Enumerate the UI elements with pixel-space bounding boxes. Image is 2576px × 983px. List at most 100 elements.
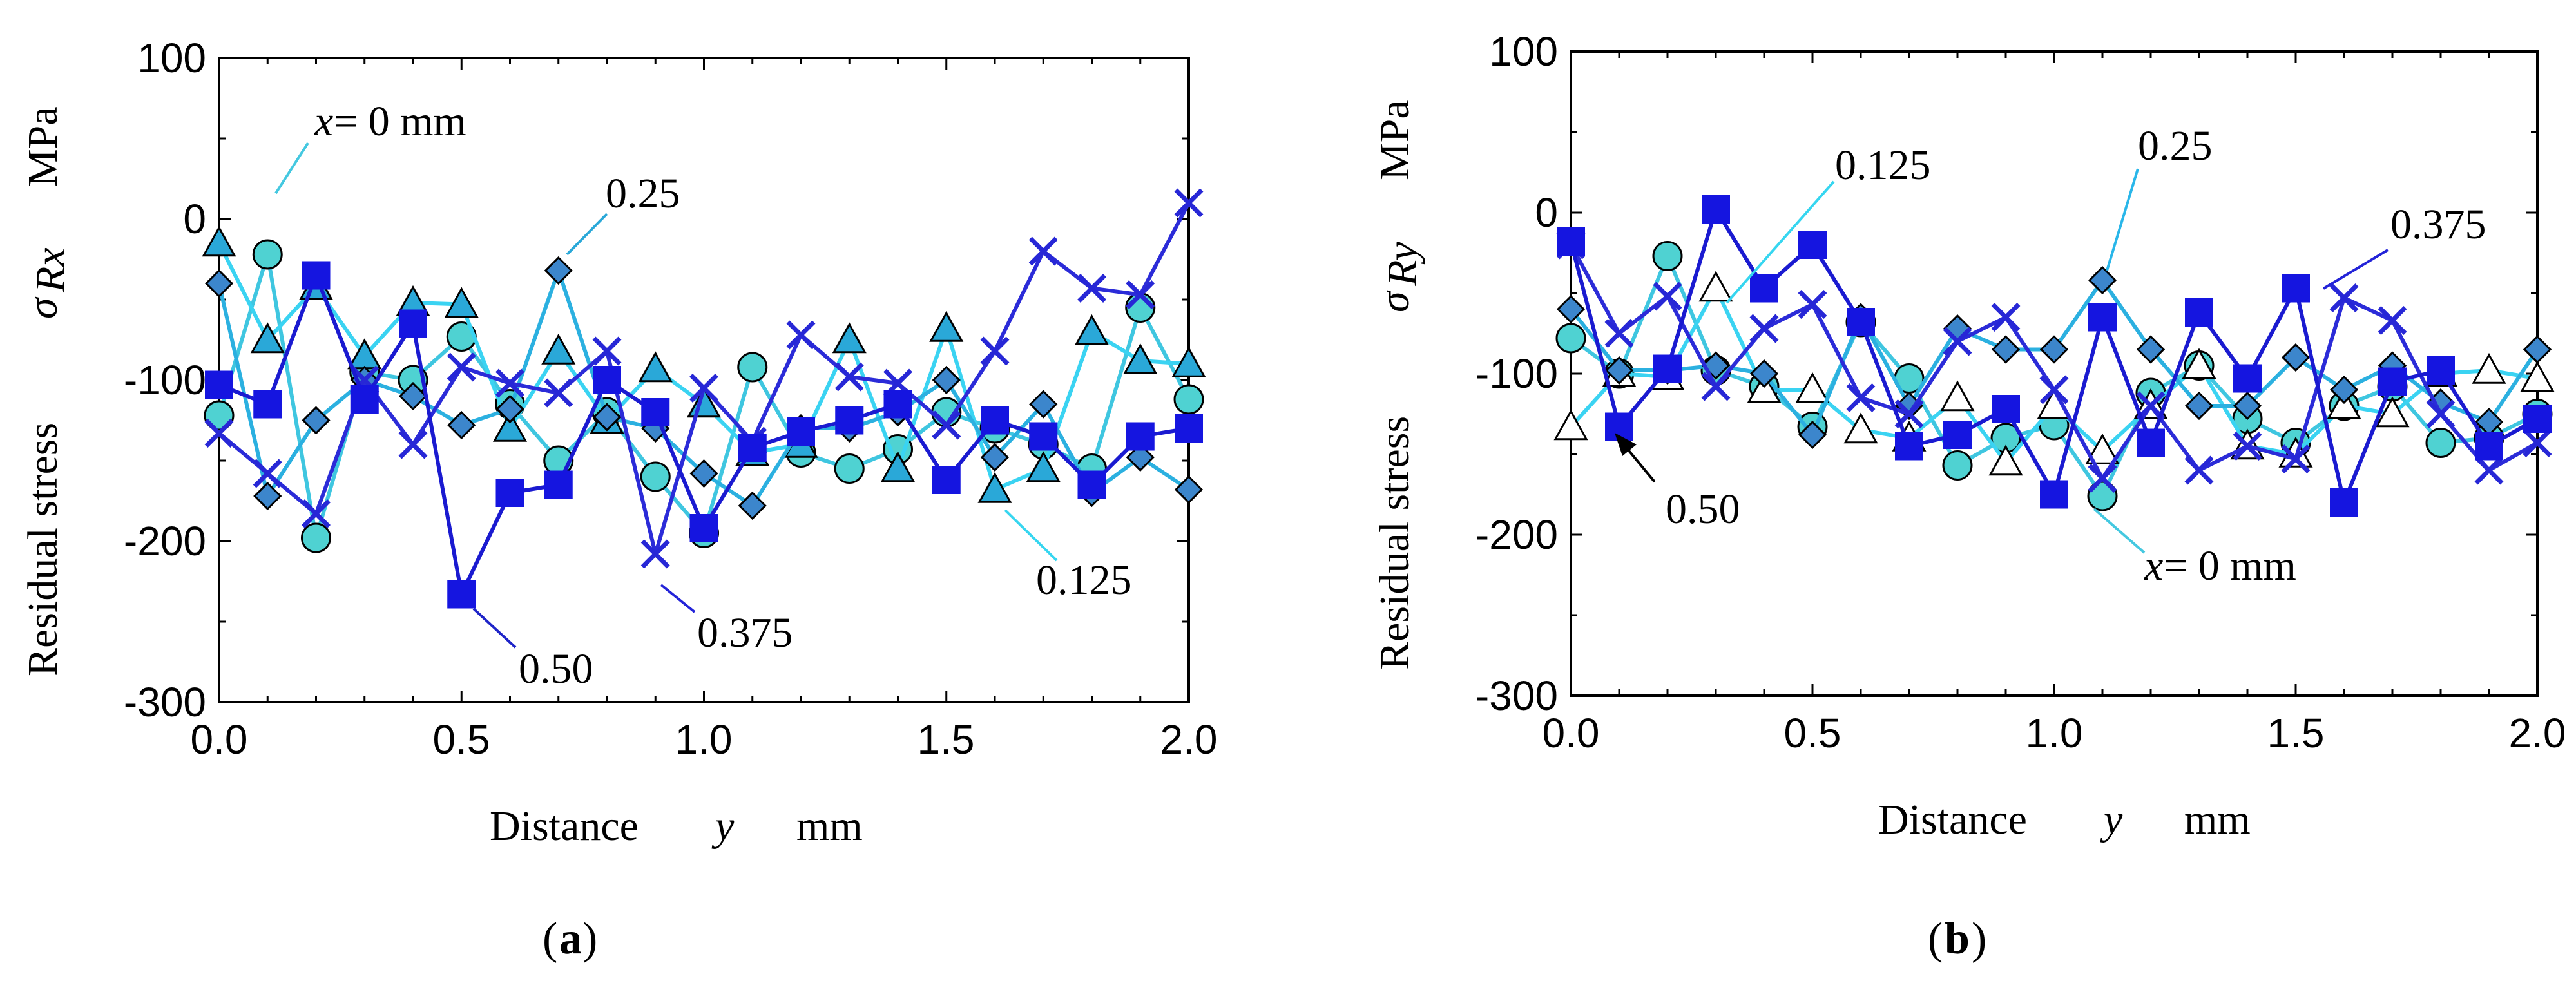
panel-b-caption: ( b ) (1928, 914, 1986, 964)
b-data-point (1749, 314, 1779, 343)
panel-b-annotation-025: 0.25 (2106, 122, 2213, 271)
a-ytick-label: -300 (124, 679, 206, 725)
b-data-point (2184, 391, 2214, 421)
a-xtick-label: 1.0 (675, 716, 733, 763)
b-data-point (1652, 241, 1683, 271)
a-data-point (592, 336, 622, 366)
a-data-point (929, 310, 964, 342)
panel-b-annotation-0125: 0.125 (1725, 142, 1931, 304)
a-annot-label: 0.50 (519, 645, 593, 692)
b-data-point (1991, 335, 2021, 364)
a-data-point (447, 352, 476, 382)
a-data-point (204, 269, 234, 298)
a-data-point (1175, 414, 1203, 443)
b-xtick-label: 0.5 (1784, 710, 1841, 756)
b-data-point (1553, 409, 1588, 441)
a-data-point (302, 261, 331, 290)
a-data-point (204, 419, 234, 448)
a-data-point (492, 410, 528, 442)
a-annot-leader (566, 213, 608, 256)
panel-a: 100 0 -100 -200 -300 0.0 0.5 1.0 1.5 2.0… (19, 35, 1217, 964)
a-data-point (252, 239, 283, 270)
b-data-point (2137, 428, 2165, 457)
a-data-point (205, 370, 233, 399)
a-data-point (1126, 422, 1155, 451)
b-annot-label: 0.125 (1835, 142, 1931, 189)
a-data-point (398, 430, 428, 459)
panel-a-caption: ( a ) (543, 914, 597, 964)
b-data-point (1653, 282, 1682, 311)
b-annot-label: 0.25 (2138, 122, 2213, 169)
b-ytick-label: -200 (1475, 511, 1558, 558)
a-ylabel-subscript: Rx (27, 247, 74, 293)
a-ytick-label: -200 (124, 518, 206, 564)
b-xtick-label: 0.0 (1543, 710, 1600, 756)
b-data-point (2088, 303, 2117, 332)
b-annot-var: x (2144, 542, 2163, 589)
panel-b: 100 0 -100 -200 -300 0.0 0.5 1.0 1.5 2.0… (1371, 28, 2566, 964)
b-data-point (2088, 265, 2117, 295)
a-data-point (689, 459, 718, 488)
b-data-point (2330, 488, 2358, 517)
a-data-point (738, 491, 767, 520)
b-ylabel-unit: MPa (1371, 100, 1418, 180)
a-data-point (399, 309, 427, 338)
b-data-point (1943, 327, 1972, 356)
b-data-point (1798, 420, 1827, 450)
a-data-point (834, 453, 865, 484)
b-data-point (2426, 399, 2456, 428)
a-ylabel-symbol: σ (19, 296, 66, 319)
b-xtick-label: 1.0 (2026, 710, 2083, 756)
panel-a-annotation-0375: 0.375 (660, 584, 793, 656)
a-data-point (250, 322, 285, 354)
panel-a-y-axis-label: Residual stress σ Rx MPa (19, 106, 74, 676)
b-data-point (2085, 433, 2120, 464)
a-data-point (301, 522, 331, 553)
a-caption-letter: a (559, 914, 582, 964)
a-series-x (204, 188, 1204, 569)
b-data-point (2474, 455, 2504, 485)
b-annot-arrowhead (1615, 433, 1637, 456)
b-data-point (1749, 359, 1779, 388)
b-data-point (2039, 375, 2069, 405)
a-xlabel-text: Distance (490, 803, 639, 850)
b-data-point (2233, 364, 2262, 393)
b-data-point (1702, 195, 1730, 224)
a-annot-label: 0.125 (1036, 557, 1132, 604)
panel-a-x-axis-label: Distance y mm (490, 803, 863, 850)
a-data-point (1174, 188, 1204, 218)
a-data-point (447, 580, 476, 609)
b-data-point (1557, 227, 1585, 256)
b-caption-letter: b (1945, 914, 1970, 964)
b-xlabel-unit: mm (2184, 796, 2251, 843)
b-data-point (2281, 444, 2311, 473)
a-data-point (880, 451, 916, 482)
b-data-point (2088, 464, 2117, 493)
b-data-point (2378, 367, 2407, 396)
a-data-point (787, 417, 815, 446)
a-annot-label: 0.375 (697, 609, 793, 656)
a-data-point (1171, 346, 1206, 377)
a-data-point (447, 410, 476, 440)
a-data-point (1123, 343, 1158, 374)
panel-a-annotation-0125: 0.125 (1004, 509, 1132, 604)
a-data-point (932, 410, 961, 440)
a-data-point (641, 398, 670, 426)
a-xtick-label: 1.5 (918, 716, 975, 763)
b-ylabel-symbol: σ (1371, 290, 1418, 312)
a-ytick-label: 0 (183, 196, 206, 242)
b-ytick-label: -100 (1475, 350, 1558, 397)
b-series-square (1557, 195, 2552, 517)
a-data-point (544, 378, 573, 408)
a-data-point (495, 394, 524, 424)
a-data-point (541, 333, 576, 365)
a-data-point (1026, 451, 1061, 482)
b-data-point (1943, 421, 1972, 449)
a-data-point (738, 434, 767, 462)
a-data-point (204, 400, 235, 431)
b-data-point (1991, 303, 2021, 332)
a-data-point (980, 336, 1010, 366)
b-data-point (1940, 380, 1975, 412)
a-annot-rest: = 0 mm (334, 98, 466, 145)
